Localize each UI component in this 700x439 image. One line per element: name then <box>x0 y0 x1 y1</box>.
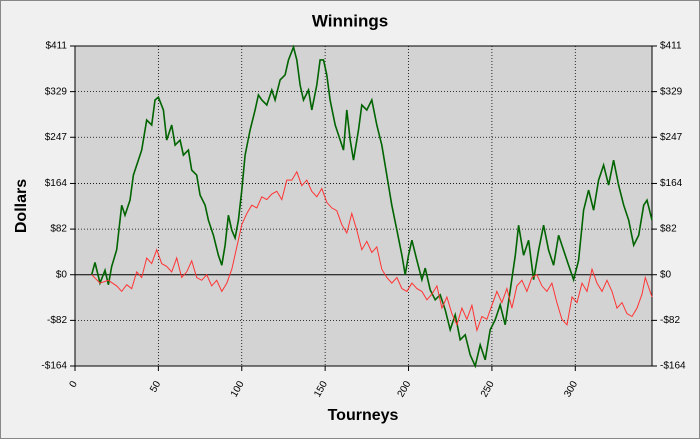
y2-tick-label: $82 <box>660 224 677 235</box>
x-axis-label: Tourneys <box>328 407 399 424</box>
y2-tick-label: -$164 <box>660 361 686 372</box>
y2-tick-label: -$82 <box>660 315 680 326</box>
y-tick-label: $329 <box>45 86 68 97</box>
y2-tick-label: $0 <box>660 269 672 280</box>
y2-tick-label: $164 <box>660 178 683 189</box>
y-tick-label: $247 <box>45 132 68 143</box>
plot-area <box>74 45 653 367</box>
y-tick-label: $164 <box>45 178 68 189</box>
x-tick-label: 50 <box>148 379 163 395</box>
y-tick-label: $0 <box>56 269 68 280</box>
y2-tick-label: $329 <box>660 86 683 97</box>
y-axis-label: Dollars <box>13 179 30 233</box>
series-line <box>91 170 653 333</box>
y-tick-label: -$164 <box>41 361 67 372</box>
y-tick-label: $82 <box>50 224 67 235</box>
y2-tick-label: $247 <box>660 132 683 143</box>
y-tick-label: -$82 <box>47 315 67 326</box>
chart-title: Winnings <box>312 11 388 30</box>
y-tick-label: $411 <box>45 41 67 52</box>
series-line <box>90 44 653 369</box>
y2-tick-label: $411 <box>660 41 682 52</box>
x-tick-label: 0 <box>68 379 81 390</box>
